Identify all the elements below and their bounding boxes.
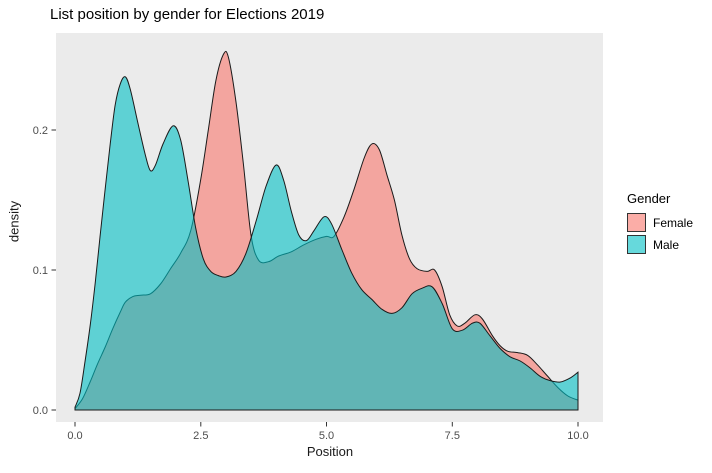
plot-title: List position by gender for Elections 20…	[50, 6, 325, 23]
legend: Gender Female Male	[627, 191, 693, 257]
legend-entry-female: Female	[627, 213, 693, 232]
legend-title: Gender	[627, 191, 671, 206]
x-tick-label: 10.0	[567, 430, 588, 442]
legend-key-male-swatch	[627, 235, 646, 254]
legend-label-female: Female	[653, 215, 694, 230]
x-tick-label: 5.0	[319, 430, 334, 442]
density-curve-male	[74, 76, 579, 411]
legend-entry-male: Male	[627, 235, 693, 254]
x-tick-label: 0.0	[67, 430, 82, 442]
y-tick-label: 0.1	[33, 265, 48, 277]
legend-label-male: Male	[653, 237, 680, 252]
y-axis-title: density	[6, 200, 22, 243]
y-tick-label: 0.0	[33, 405, 48, 417]
x-tick-label: 7.5	[445, 430, 460, 442]
legend-key-female-swatch	[627, 213, 646, 232]
y-tick-label: 0.2	[33, 125, 48, 137]
x-axis-title: Position	[306, 444, 354, 459]
x-tick-label: 2.5	[193, 430, 208, 442]
